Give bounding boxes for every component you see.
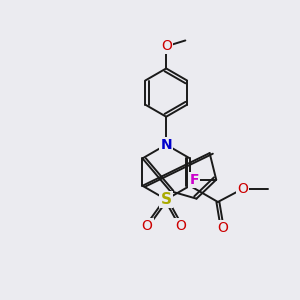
Text: F: F	[189, 173, 199, 187]
Text: O: O	[142, 219, 152, 233]
Text: N: N	[160, 138, 172, 152]
Text: O: O	[161, 39, 172, 53]
Text: S: S	[161, 192, 172, 207]
Text: O: O	[217, 221, 228, 236]
Text: O: O	[176, 219, 186, 233]
Text: O: O	[238, 182, 248, 196]
